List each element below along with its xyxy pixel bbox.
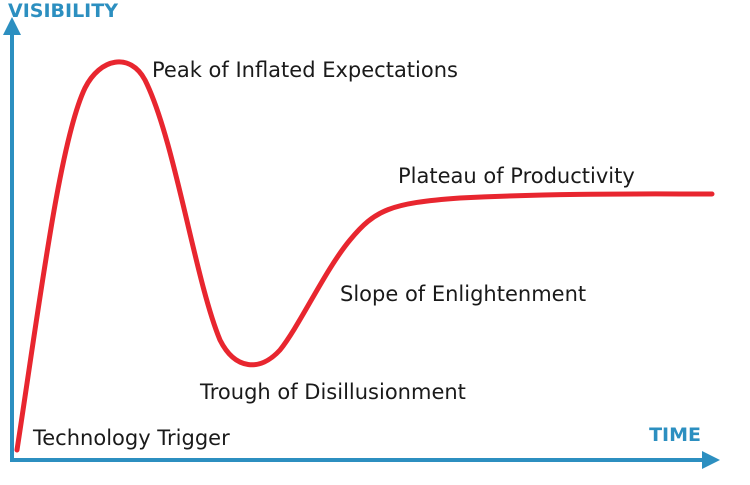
x-axis-title: TIME	[649, 424, 701, 446]
y-axis-arrowhead	[3, 17, 21, 35]
label-peak-of-inflated-expectations: Peak of Inflated Expectations	[152, 58, 458, 82]
x-axis-arrowhead	[702, 451, 720, 469]
y-axis-title: VISIBILITY	[8, 0, 118, 22]
label-plateau-of-productivity: Plateau of Productivity	[398, 164, 635, 188]
label-technology-trigger: Technology Trigger	[32, 426, 230, 450]
hype-curve	[14, 59, 715, 453]
label-trough-of-disillusionment: Trough of Disillusionment	[199, 380, 466, 404]
label-slope-of-enlightenment: Slope of Enlightenment	[340, 282, 586, 306]
